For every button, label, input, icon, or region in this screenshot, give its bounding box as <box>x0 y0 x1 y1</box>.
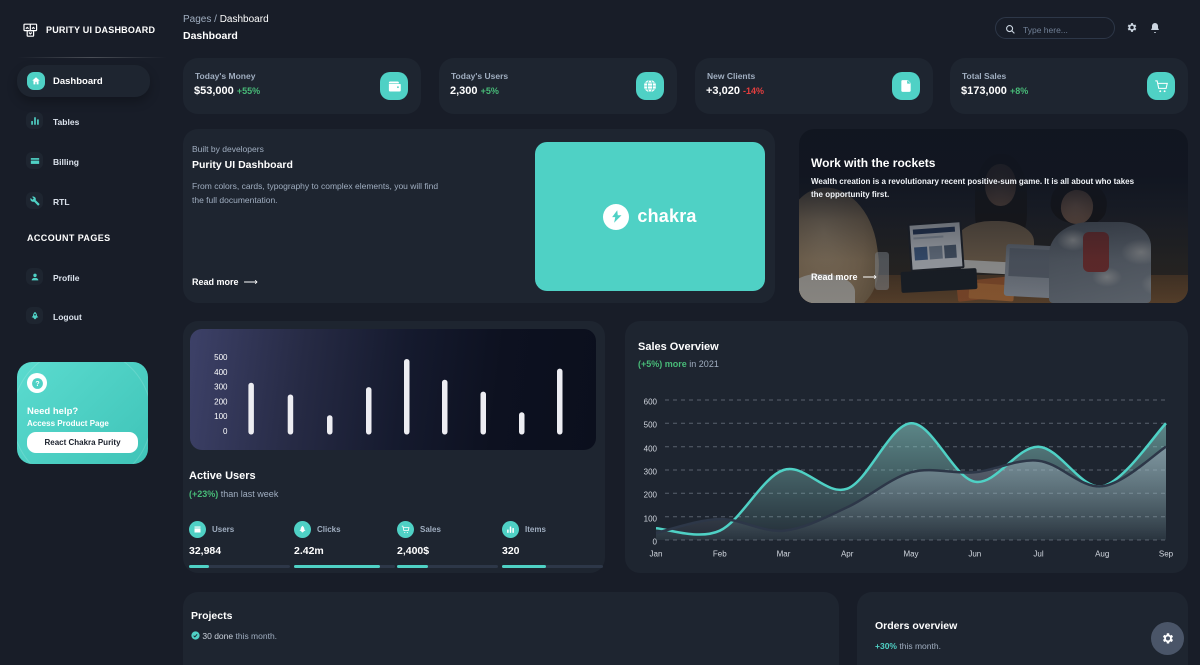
svg-text:100: 100 <box>214 412 228 421</box>
svg-text:Feb: Feb <box>713 550 727 559</box>
svg-text:200: 200 <box>644 491 658 500</box>
svg-text:May: May <box>903 550 918 559</box>
svg-text:200: 200 <box>214 397 228 406</box>
svg-text:400: 400 <box>214 368 228 377</box>
svg-text:Jan: Jan <box>650 550 663 559</box>
svg-text:400: 400 <box>644 445 658 454</box>
svg-text:300: 300 <box>214 383 228 392</box>
svg-text:Apr: Apr <box>841 550 854 559</box>
svg-text:100: 100 <box>644 515 658 524</box>
svg-text:0: 0 <box>653 538 658 547</box>
svg-text:0: 0 <box>223 427 228 436</box>
svg-text:500: 500 <box>214 353 228 362</box>
svg-text:Jun: Jun <box>968 550 981 559</box>
svg-text:Mar: Mar <box>777 550 791 559</box>
svg-text:Sep: Sep <box>1159 550 1174 559</box>
svg-text:500: 500 <box>644 421 658 430</box>
svg-text:300: 300 <box>644 468 658 477</box>
svg-text:?: ? <box>35 380 39 387</box>
svg-text:600: 600 <box>644 398 658 407</box>
svg-text:Aug: Aug <box>1095 550 1109 559</box>
svg-text:Jul: Jul <box>1033 550 1043 559</box>
